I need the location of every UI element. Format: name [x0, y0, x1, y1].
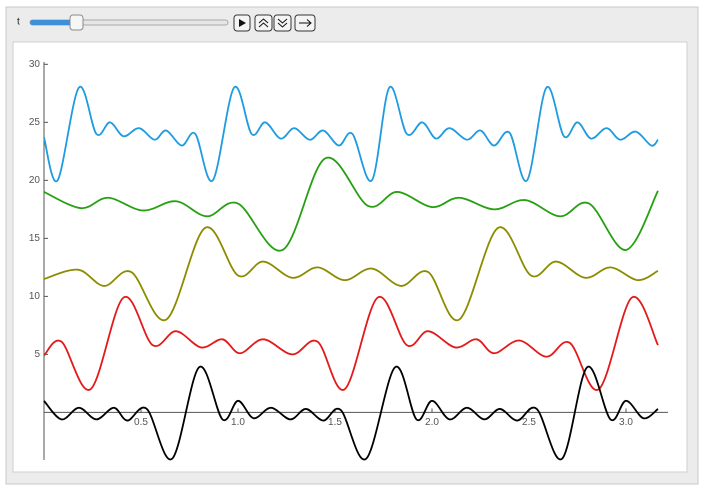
- x-tick-label: 2.5: [522, 417, 536, 428]
- slider[interactable]: [29, 14, 229, 31]
- direction-button[interactable]: [294, 14, 316, 32]
- series-line: [43, 226, 659, 321]
- y-tick-label: 25: [29, 117, 41, 128]
- y-tick-label: 10: [29, 291, 41, 302]
- play-icon: [239, 19, 246, 27]
- direction-icon: [299, 19, 312, 27]
- y-tick-label: 20: [29, 175, 41, 186]
- x-tick-label: 0.5: [134, 417, 148, 428]
- series-line: [43, 366, 659, 461]
- slower-button[interactable]: [273, 14, 292, 32]
- slider-fill: [30, 20, 74, 25]
- y-tick-label: 15: [29, 233, 41, 244]
- y-tick-label: 30: [29, 59, 41, 70]
- series-line: [43, 85, 659, 183]
- faster-button[interactable]: [254, 14, 273, 32]
- play-button[interactable]: [233, 14, 251, 32]
- slider-thumb[interactable]: [69, 14, 84, 31]
- control-label: t: [17, 17, 20, 28]
- faster-icon: [258, 18, 269, 28]
- x-tick-label: 2.0: [425, 417, 439, 428]
- y-tick-label: 5: [34, 349, 40, 360]
- x-tick-label: 1.0: [231, 417, 245, 428]
- series-line: [43, 156, 659, 252]
- series-line: [43, 296, 659, 391]
- plot-area: [12, 41, 688, 473]
- slower-icon: [277, 18, 288, 28]
- x-tick-label: 3.0: [619, 417, 633, 428]
- x-tick-label: 1.5: [328, 417, 342, 428]
